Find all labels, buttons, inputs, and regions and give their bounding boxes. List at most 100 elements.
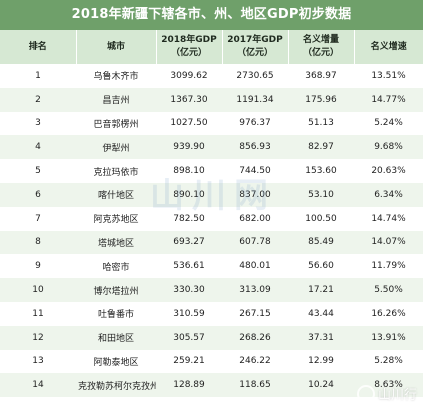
cell-rank: 14 [0,373,76,398]
cell-gdp2018: 3099.62 [156,64,222,88]
cell-rank: 4 [0,135,76,160]
cell-city: 克拉玛依市 [76,159,156,183]
corner-watermark-text: 山川行 [377,388,417,403]
cell-rate: 9.68% [354,135,423,160]
table-row: 12 和田地区 305.57 268.26 37.31 13.91% [0,325,423,350]
cell-rank: 8 [0,230,76,255]
cell-rate: 16.26% [354,301,423,326]
cell-city: 阿勒泰地区 [76,349,156,374]
cell-gdp2018: 890.10 [156,182,222,207]
table-row: 4 伊犁州 939.90 856.93 82.97 9.68% [0,135,423,160]
cell-gdp2017: 976.37 [222,111,288,136]
cell-gdp2018: 1027.50 [156,111,222,136]
cell-city: 乌鲁木齐市 [76,64,156,88]
cell-city: 塔城地区 [76,230,156,255]
cell-rate: 14.07% [354,230,423,255]
cell-rank: 7 [0,206,76,231]
cell-gdp2018: 782.50 [156,206,222,231]
cell-rank: 9 [0,254,76,279]
table-row: 5 克拉玛依市 898.10 744.50 153.60 20.63% [0,159,423,183]
cell-gdp2018: 693.27 [156,230,222,255]
cell-city: 喀什地区 [76,182,156,207]
cell-gdp2017: 118.65 [222,373,288,398]
header-gdp2018: 2018年GDP （亿元） [156,30,223,64]
cell-rank: 6 [0,182,76,207]
header-gdp2017: 2017年GDP （亿元） [222,30,289,64]
cell-rank: 3 [0,111,76,136]
header-increase: 名义增量 （亿元） [288,30,355,64]
table-row: 9 哈密市 536.61 480.01 56.60 11.79% [0,254,423,279]
cell-gdp2017: 267.15 [222,301,288,326]
table-row: 8 塔城地区 693.27 607.78 85.49 14.07% [0,230,423,255]
table-row: 11 吐鲁番市 310.59 267.15 43.44 16.26% [0,301,423,326]
cell-gdp2017: 1191.34 [222,87,288,112]
cell-rank: 1 [0,64,76,88]
cell-city: 克孜勒苏柯尔克孜州 [76,373,156,398]
table-row: 2 昌吉州 1367.30 1191.34 175.96 14.77% [0,87,423,112]
table-body: 1 乌鲁木齐市 3099.62 2730.65 368.97 13.51% 2 昌吉州 1367… [0,64,423,398]
cell-gdp2017: 607.78 [222,230,288,255]
cell-rate: 14.77% [354,87,423,112]
cell-increase: 51.13 [288,111,354,136]
header-rate: 名义增速 [354,30,423,64]
gdp-table: 排名 城市 2018年GDP （亿元） 2017年GDP （亿元） 名义增量 （… [0,30,423,398]
cell-gdp2017: 2730.65 [222,64,288,88]
cell-rank: 10 [0,278,76,302]
cell-gdp2017: 744.50 [222,159,288,183]
cell-increase: 85.49 [288,230,354,255]
cell-gdp2017: 837.00 [222,182,288,207]
cell-gdp2017: 480.01 [222,254,288,279]
cell-gdp2018: 1367.30 [156,87,222,112]
cell-increase: 17.21 [288,278,354,302]
table-row: 6 喀什地区 890.10 837.00 53.10 6.34% [0,182,423,207]
cell-gdp2018: 259.21 [156,349,222,374]
cell-gdp2018: 939.90 [156,135,222,160]
corner-watermark: 山川行 [356,384,417,403]
cell-increase: 10.24 [288,373,354,398]
cell-city: 昌吉州 [76,87,156,112]
cell-city: 伊犁州 [76,135,156,160]
cell-gdp2018: 305.57 [156,325,222,350]
table-row: 7 阿克苏地区 782.50 682.00 100.50 14.74% [0,206,423,231]
cell-gdp2017: 682.00 [222,206,288,231]
cell-city: 阿克苏地区 [76,206,156,231]
cell-rate: 14.74% [354,206,423,231]
cell-gdp2017: 313.09 [222,278,288,302]
cell-city: 吐鲁番市 [76,301,156,326]
cell-rate: 5.28% [354,349,423,374]
cell-increase: 37.31 [288,325,354,350]
cell-rate: 5.50% [354,278,423,302]
cell-increase: 43.44 [288,301,354,326]
cell-rate: 5.24% [354,111,423,136]
header-city: 城市 [76,30,157,64]
cell-city: 和田地区 [76,325,156,350]
cell-increase: 56.60 [288,254,354,279]
page-title: 2018年新疆下辖各市、州、地区GDP初步数据 [0,0,423,30]
cell-increase: 175.96 [288,87,354,112]
cell-city: 巴音郭楞州 [76,111,156,136]
cell-increase: 82.97 [288,135,354,160]
cell-rank: 12 [0,325,76,350]
cell-rank: 13 [0,349,76,374]
table-row: 3 巴音郭楞州 1027.50 976.37 51.13 5.24% [0,111,423,136]
table-row: 1 乌鲁木齐市 3099.62 2730.65 368.97 13.51% [0,64,423,88]
cell-rate: 13.51% [354,64,423,88]
cell-gdp2018: 898.10 [156,159,222,183]
cell-rate: 13.91% [354,325,423,350]
cell-rank: 5 [0,159,76,183]
cell-increase: 12.99 [288,349,354,374]
watermark-logo-icon [356,384,375,403]
cell-rank: 2 [0,87,76,112]
cell-city: 哈密市 [76,254,156,279]
cell-rate: 6.34% [354,182,423,207]
cell-gdp2018: 536.61 [156,254,222,279]
header-rank: 排名 [0,30,77,64]
cell-increase: 153.60 [288,159,354,183]
cell-gdp2017: 856.93 [222,135,288,160]
cell-gdp2018: 128.89 [156,373,222,398]
cell-increase: 53.10 [288,182,354,207]
cell-increase: 100.50 [288,206,354,231]
cell-gdp2018: 330.30 [156,278,222,302]
table-header: 排名 城市 2018年GDP （亿元） 2017年GDP （亿元） 名义增量 （… [0,30,423,64]
